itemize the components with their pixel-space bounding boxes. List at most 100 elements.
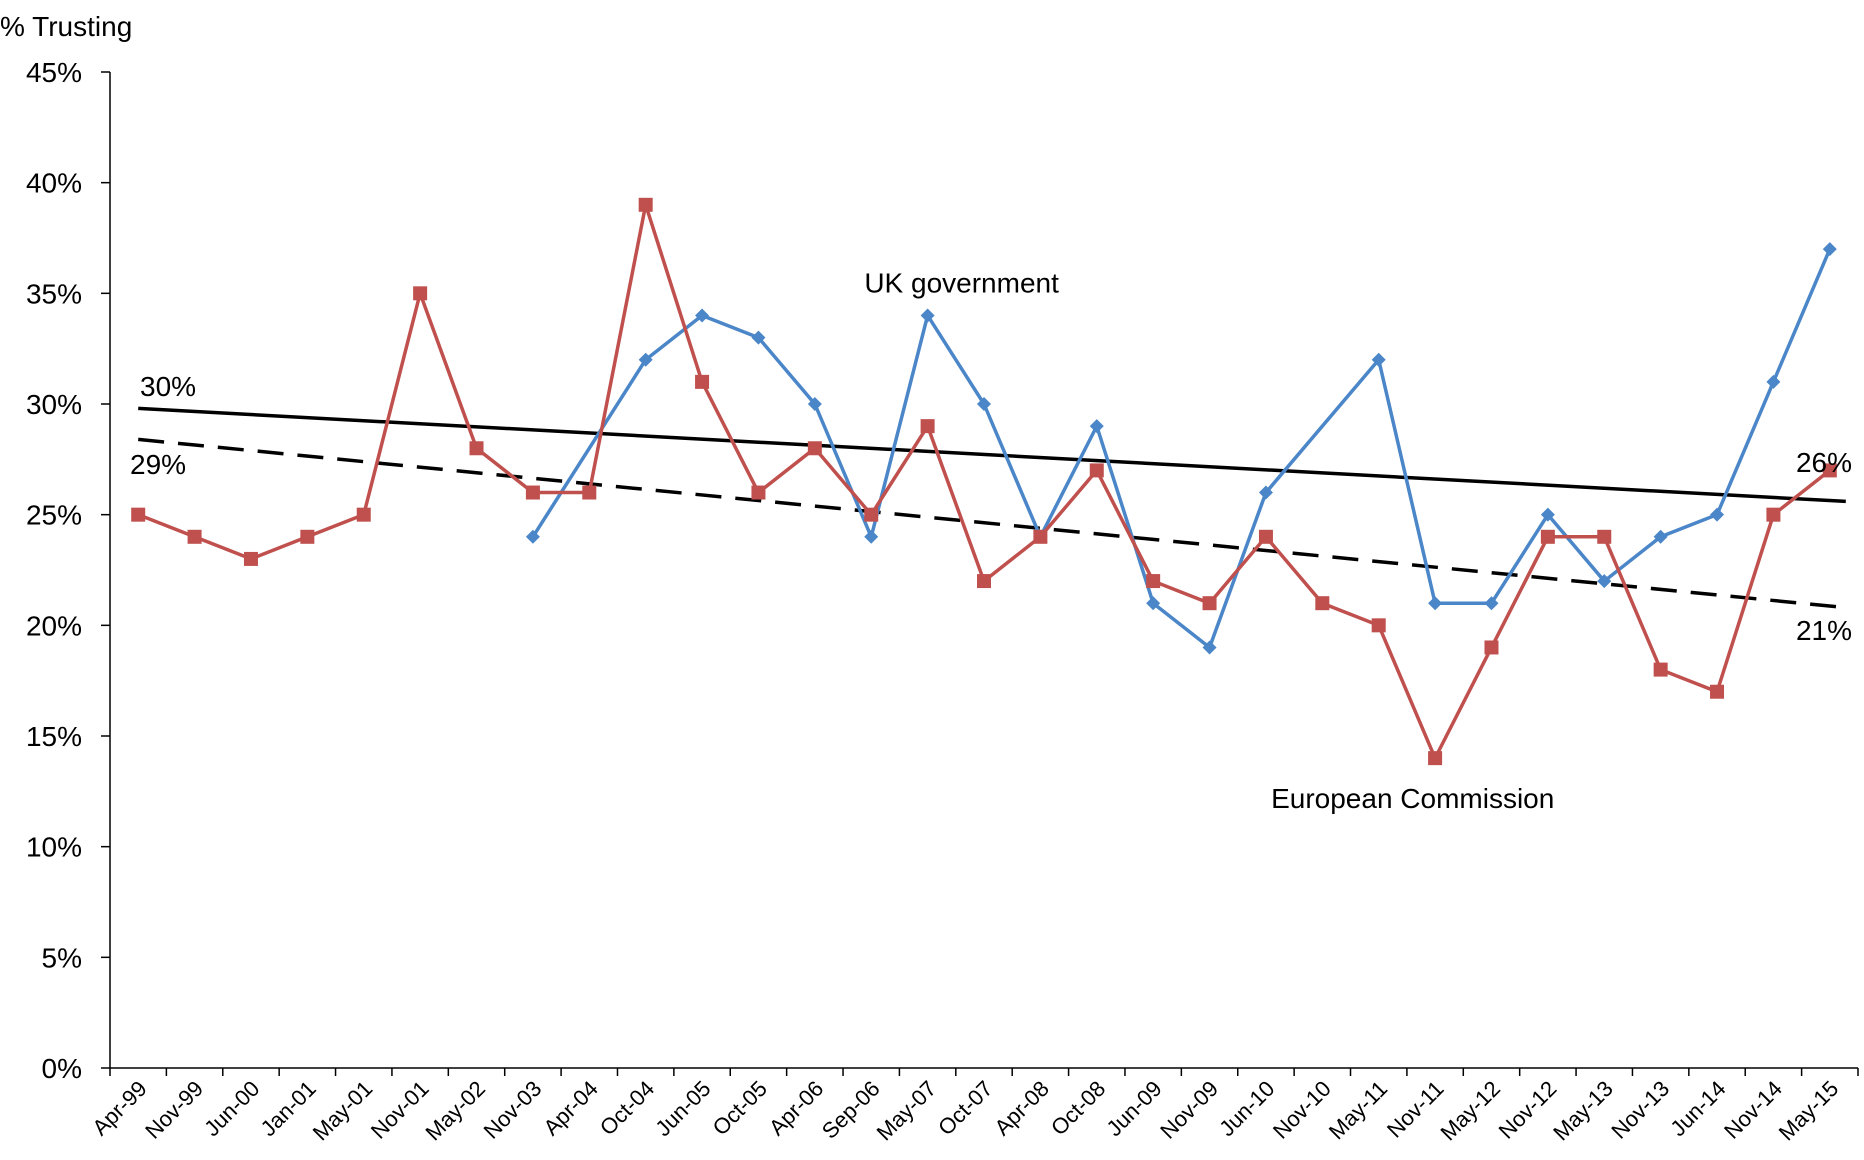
point (864, 529, 879, 544)
y-tick-label: 30% (26, 389, 82, 420)
x-tick-label: Nov-01 (366, 1076, 434, 1144)
x-tick-label: May-01 (308, 1076, 378, 1146)
y-tick-label: 10% (26, 832, 82, 863)
x-tick-label: Jun-00 (199, 1076, 264, 1141)
point (977, 397, 991, 411)
point (1484, 640, 1499, 655)
x-tick-label: Nov-09 (1155, 1076, 1223, 1144)
point (1428, 596, 1443, 611)
x-axis: Apr-99Nov-99Jun-00Jan-01May-01Nov-01May-… (87, 1067, 1859, 1146)
x-tick-label: Nov-11 (1382, 1076, 1449, 1143)
point (1540, 529, 1555, 544)
x-tick-label: May-12 (1435, 1076, 1505, 1146)
x-tick-label: Nov-14 (1719, 1076, 1787, 1144)
point (582, 485, 597, 500)
x-tick-label: Apr-04 (538, 1076, 602, 1140)
x-tick-label: Jun-05 (650, 1076, 715, 1141)
point (1202, 640, 1217, 655)
x-tick-label: Nov-12 (1494, 1076, 1562, 1144)
y-tick-label: 20% (26, 610, 82, 641)
y-tick-label: 45% (26, 57, 82, 88)
point (1653, 529, 1668, 544)
point (243, 551, 258, 566)
point (1710, 684, 1725, 699)
annotation-label: European Commission (1271, 783, 1554, 814)
x-tick-label: Jun-10 (1214, 1076, 1279, 1141)
point (807, 441, 822, 456)
x-tick-label: Apr-08 (990, 1076, 1054, 1140)
series-uk-government (525, 242, 1837, 655)
x-tick-label: Apr-99 (87, 1076, 151, 1140)
x-tick-label: Oct-08 (1046, 1076, 1110, 1140)
point (638, 197, 653, 212)
point (1033, 529, 1048, 544)
annotation-label: UK government (864, 267, 1059, 298)
point (525, 529, 540, 544)
y-tick-label: 5% (42, 942, 82, 973)
point (1146, 596, 1161, 611)
point (1822, 242, 1837, 257)
point (469, 441, 484, 456)
x-tick-label: Oct-05 (708, 1076, 772, 1140)
x-tick-label: Apr-06 (764, 1076, 828, 1140)
point (864, 507, 879, 522)
point (1089, 419, 1104, 434)
trendline-dashed (138, 437, 1846, 610)
y-tick-label: 35% (26, 278, 82, 309)
x-tick-label: May-11 (1324, 1076, 1392, 1144)
point (1146, 574, 1161, 589)
x-tick-label: Oct-07 (933, 1076, 997, 1140)
point (920, 308, 935, 323)
y-axis: 0% 5% 10% 15% 20% 25% 30% 35% 40% 45% (26, 57, 111, 1084)
series-european-commission (131, 197, 1837, 766)
point (1653, 662, 1668, 677)
trendline-end-label: 26% (1796, 447, 1852, 478)
x-tick-label: Jun-09 (1101, 1076, 1166, 1141)
point (356, 507, 371, 522)
point (977, 574, 991, 589)
trendline-end-label: 21% (1796, 615, 1852, 646)
point (1258, 485, 1273, 500)
point (1766, 507, 1781, 522)
point (695, 374, 710, 389)
point (1371, 618, 1386, 633)
point (300, 529, 315, 544)
point (1540, 507, 1555, 522)
trendline-start-label: 30% (140, 371, 196, 402)
point (1597, 574, 1612, 589)
point (1202, 596, 1217, 611)
x-tick-label: Nov-99 (140, 1076, 208, 1144)
x-tick-label: Sep-06 (817, 1076, 885, 1144)
point (1315, 596, 1330, 611)
series-group (131, 197, 1837, 766)
y-tick-label: 15% (26, 721, 82, 752)
x-tick-label: Nov-03 (479, 1076, 547, 1144)
point (807, 397, 822, 411)
point (920, 419, 935, 434)
point (1710, 507, 1725, 522)
point (1766, 374, 1781, 389)
point (1258, 529, 1273, 544)
x-tick-label: May-15 (1774, 1076, 1844, 1146)
y-tick-label: 0% (42, 1053, 82, 1084)
point (751, 330, 766, 345)
point (1822, 463, 1837, 478)
point (1428, 751, 1443, 766)
series-line (531, 248, 1832, 650)
x-tick-label: Jun-14 (1665, 1076, 1730, 1141)
x-tick-label: May-02 (421, 1076, 491, 1146)
annotations: UK government European Commission 30% 26% 29… (130, 267, 1852, 814)
x-tick-label: Nov-10 (1268, 1076, 1336, 1144)
point (1089, 463, 1104, 478)
point (695, 308, 710, 323)
point (187, 529, 202, 544)
point (638, 352, 653, 367)
point (413, 286, 428, 301)
point (1597, 529, 1612, 544)
trendline-start-label: 29% (130, 449, 186, 480)
point (1484, 596, 1499, 611)
x-tick-label: Oct-04 (595, 1076, 659, 1140)
y-tick-label: 25% (26, 500, 82, 531)
trendline-solid (138, 406, 1846, 504)
y-axis-label: % Trusting (0, 11, 132, 42)
